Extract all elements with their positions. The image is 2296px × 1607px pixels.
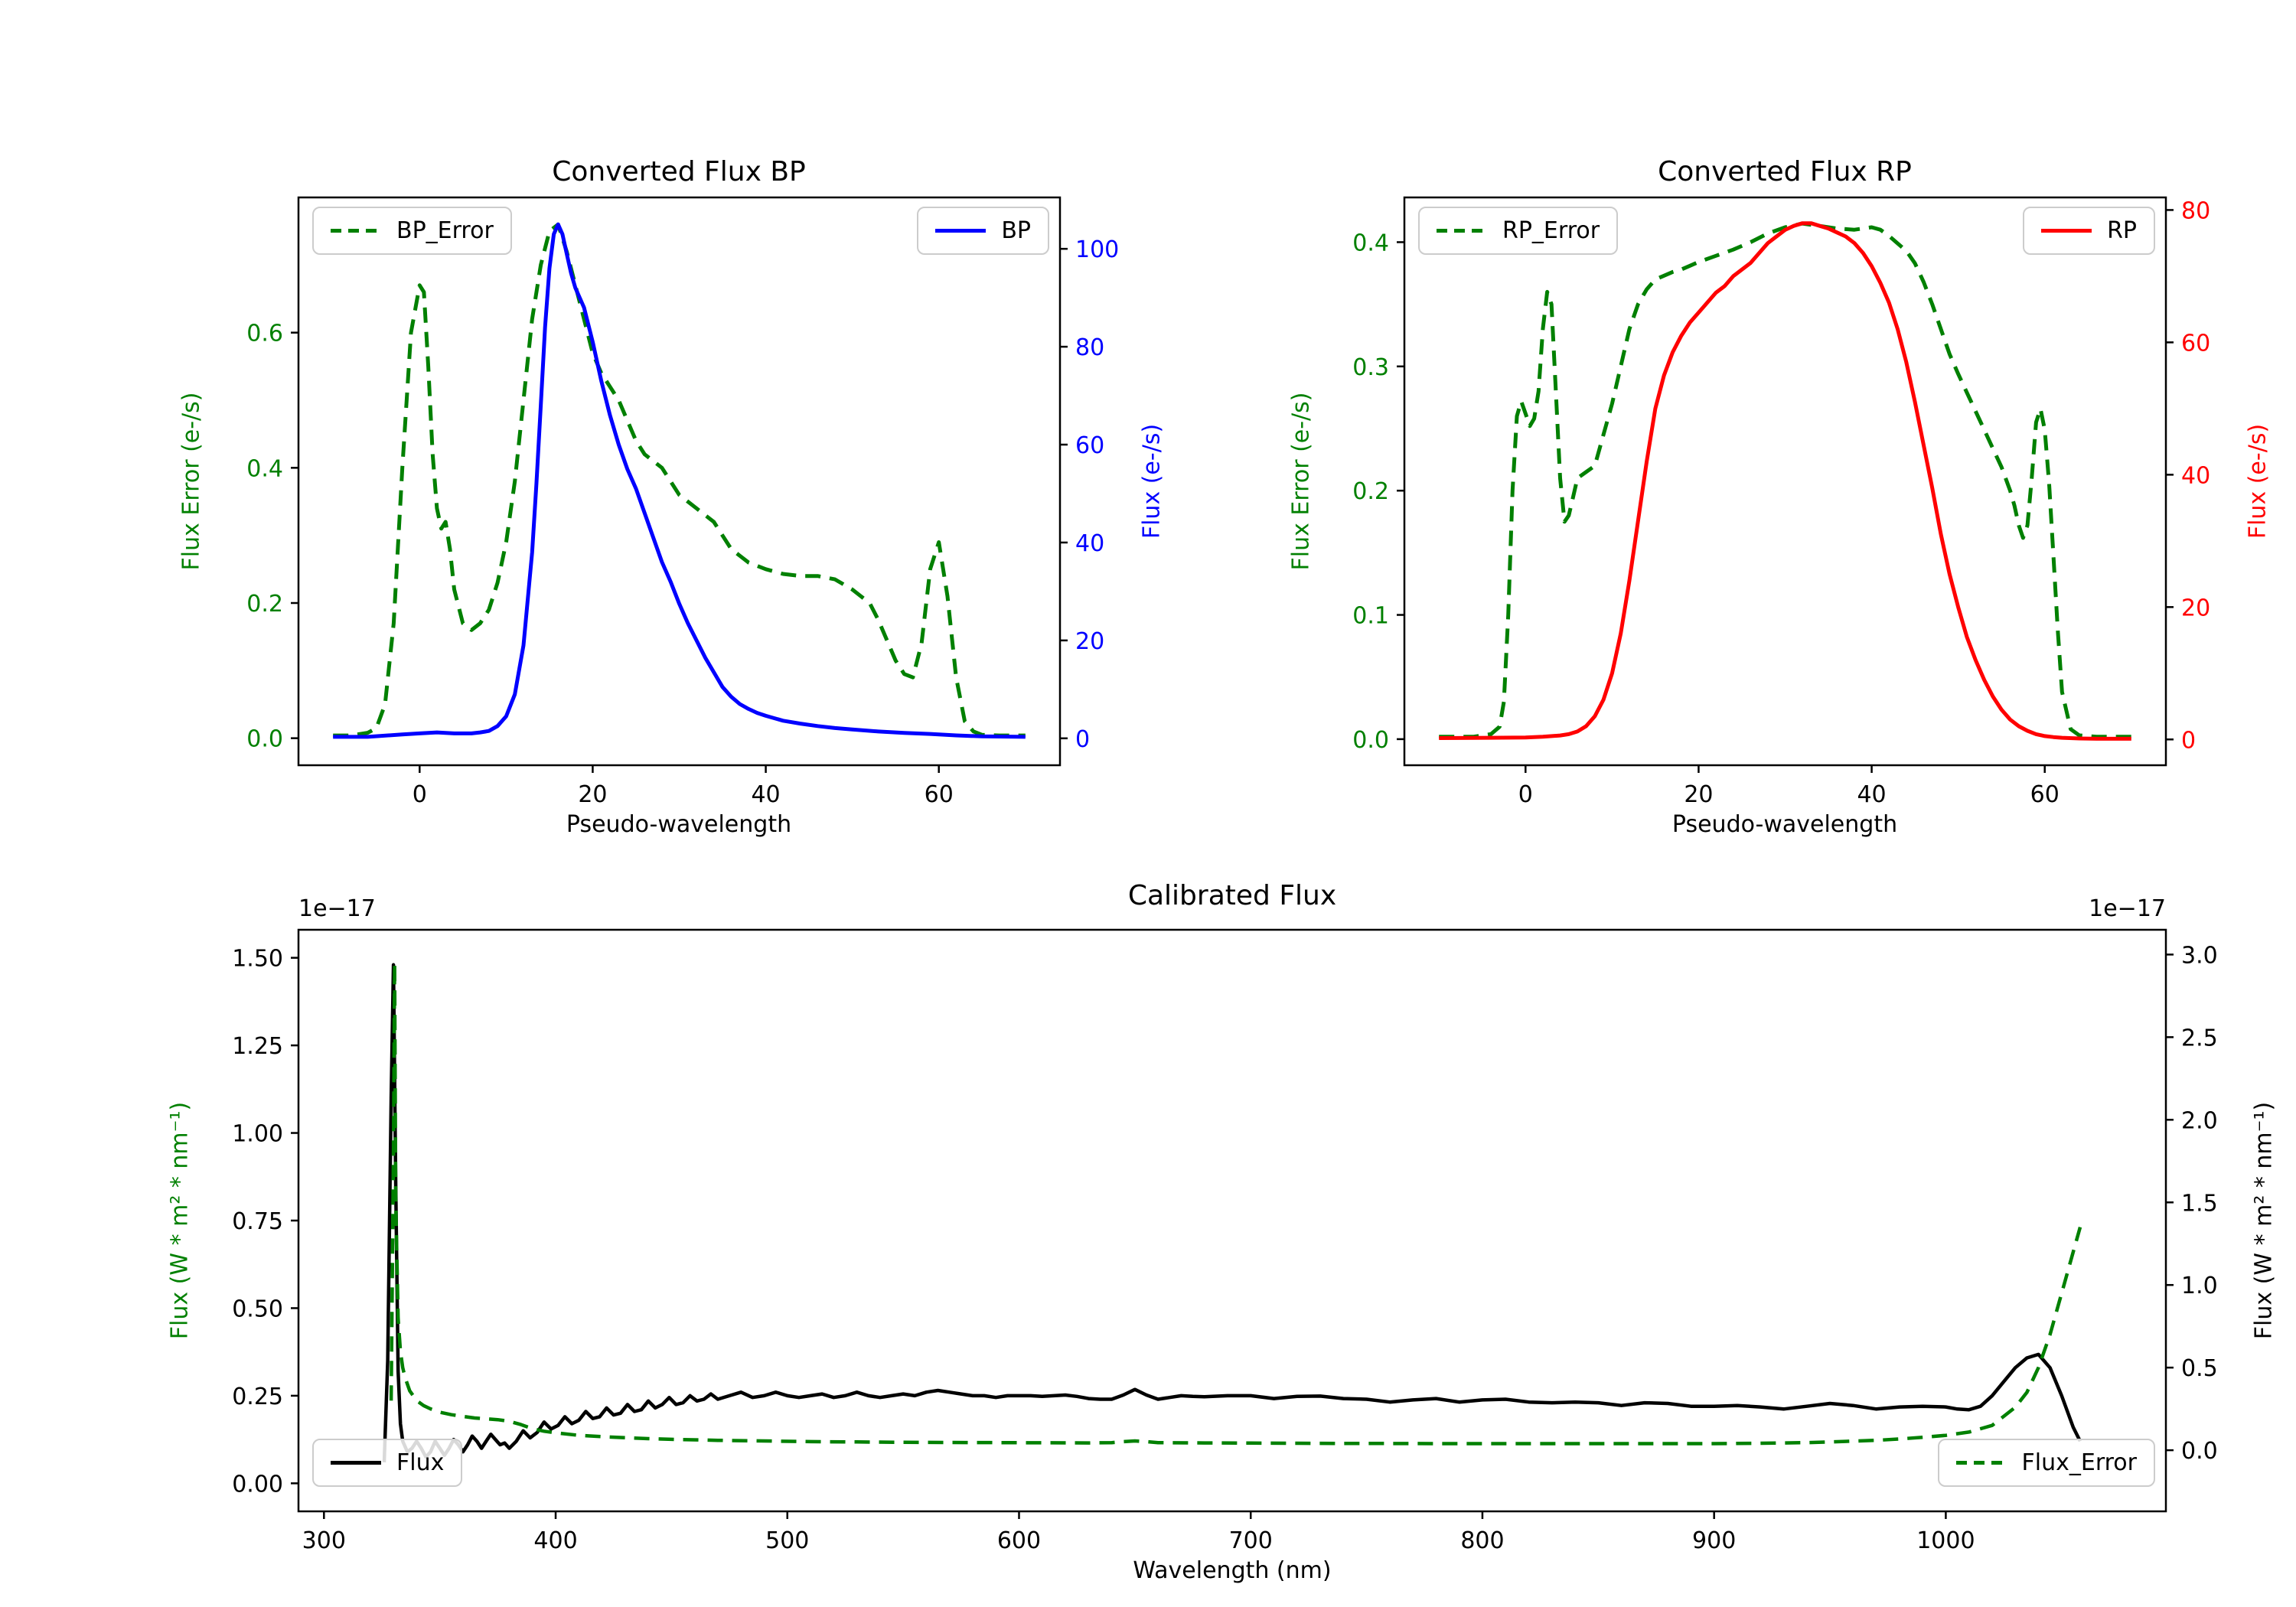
legend-flux-error: Flux_Error xyxy=(1937,1439,2155,1487)
yaxis-label-rp-flux: Flux (e-/s) xyxy=(2244,423,2272,539)
x-tick-label: 800 xyxy=(1460,1527,1504,1554)
x-tick-label: 1000 xyxy=(1916,1527,1975,1554)
legend-label: RP xyxy=(2107,217,2137,244)
y-tick-label: 0.0 xyxy=(1352,727,1389,754)
x-tick-label: 40 xyxy=(1857,781,1886,808)
chart-rp: 0 20 40 60 0.0 0.1 0.2 0.3 0.4 0 20 40 60 80 xyxy=(1352,196,2210,808)
y-tick-label: 0.2 xyxy=(1352,478,1389,505)
y-tick-label: 0 xyxy=(1075,726,1090,753)
xaxis-label-calibrated: Wavelength (nm) xyxy=(1133,1557,1332,1584)
offset-text-right: 1e−17 xyxy=(2089,895,2166,922)
legend-label: BP xyxy=(1001,217,1031,244)
y-tick-label: 80 xyxy=(1075,334,1104,361)
legend-line-dashed-green-icon xyxy=(1955,1461,2007,1465)
legend-line-solid-red-icon xyxy=(2041,229,2092,233)
chart-title-rp: Converted Flux RP xyxy=(1658,156,1912,187)
series-BP xyxy=(333,222,1026,739)
x-tick-label: 40 xyxy=(751,781,780,808)
y-tick-label: 1.00 xyxy=(232,1121,283,1148)
y-tick-label: 0.3 xyxy=(1352,354,1389,381)
y-tick-label: 0 xyxy=(2181,727,2196,754)
yaxis-label-cal-flux-left: Flux (W * m² * nm⁻¹) xyxy=(166,1101,194,1340)
y-tick-label: 1.50 xyxy=(232,946,283,973)
legend-label: BP_Error xyxy=(396,217,494,244)
x-tick-label: 0 xyxy=(413,781,427,808)
x-tick-label: 300 xyxy=(302,1527,346,1554)
y-tick-label: 1.0 xyxy=(2181,1273,2218,1299)
x-tick-label: 700 xyxy=(1229,1527,1273,1554)
chart-title-calibrated: Calibrated Flux xyxy=(1127,880,1337,911)
axes-frame xyxy=(297,196,1062,767)
y-tick-label: 3.0 xyxy=(2181,942,2218,969)
x-tick-label: 400 xyxy=(533,1527,577,1554)
y-tick-label: 0.25 xyxy=(232,1384,283,1410)
legend-line-solid-black-icon xyxy=(331,1461,381,1465)
x-tick-label: 900 xyxy=(1692,1527,1736,1554)
series-RP_Error xyxy=(1439,221,2131,739)
y-tick-label: 1.5 xyxy=(2181,1190,2218,1217)
yaxis-label-bp-error: Flux Error (e-/s) xyxy=(178,392,205,571)
x-tick-label: 600 xyxy=(997,1527,1041,1554)
series-Flux_Error xyxy=(389,960,2082,1446)
y-tick-label: 0.6 xyxy=(246,321,283,347)
yaxis-label-cal-flux-right: Flux (W * m² * nm⁻¹) xyxy=(2250,1101,2278,1340)
y-tick-label: 40 xyxy=(1075,530,1104,557)
series-RP xyxy=(1439,221,2131,741)
chart-calibrated: 300 400 500 600 700 800 900 1000 0.00 0.25 0.50 0.7… xyxy=(232,928,2218,1554)
legend-label: RP_Error xyxy=(1502,217,1600,244)
legend-line-dashed-green-icon xyxy=(331,229,381,233)
legend-bp-error: BP_Error xyxy=(312,207,512,255)
y-tick-label: 0.1 xyxy=(1352,603,1389,630)
y-tick-label: 0.2 xyxy=(246,591,283,618)
y-tick-label: 0.50 xyxy=(232,1296,283,1322)
x-tick-label: 20 xyxy=(578,781,607,808)
legend-flux: Flux xyxy=(312,1439,463,1487)
axes-frame xyxy=(1403,196,2167,767)
yaxis-label-bp-flux: Flux (e-/s) xyxy=(1138,423,1166,539)
x-tick-label: 20 xyxy=(1684,781,1713,808)
legend-line-solid-blue-icon xyxy=(935,229,987,233)
legend-bp: BP xyxy=(917,207,1049,255)
y-tick-label: 0.0 xyxy=(246,726,283,753)
y-tick-label: 1.25 xyxy=(232,1033,283,1060)
y-tick-label: 60 xyxy=(1075,432,1104,459)
legend-line-dashed-green-icon xyxy=(1437,229,1487,233)
y-tick-label: 0.00 xyxy=(232,1471,283,1498)
legend-rp-error: RP_Error xyxy=(1418,207,1619,255)
y-tick-label: 2.0 xyxy=(2181,1107,2218,1134)
legend-rp: RP xyxy=(2023,207,2155,255)
y-tick-label: 0.0 xyxy=(2181,1438,2218,1465)
chart-bp: 0 20 40 60 0.0 0.2 0.4 0.6 0 20 40 60 80 100 xyxy=(246,196,1119,808)
xaxis-label-bp: Pseudo-wavelength xyxy=(566,811,792,838)
axes-frame xyxy=(297,928,2167,1513)
y-tick-label: 20 xyxy=(2181,595,2210,621)
y-tick-label: 0.75 xyxy=(232,1208,283,1235)
yaxis-label-rp-error: Flux Error (e-/s) xyxy=(1287,392,1315,571)
offset-text-left: 1e−17 xyxy=(298,895,376,922)
y-tick-label: 2.5 xyxy=(2181,1025,2218,1051)
x-tick-label: 60 xyxy=(2030,781,2060,808)
chart-title-bp: Converted Flux BP xyxy=(552,156,806,187)
y-tick-label: 0.4 xyxy=(1352,230,1389,256)
y-tick-label: 80 xyxy=(2181,197,2210,224)
series-BP_Error xyxy=(333,222,1026,738)
y-tick-label: 0.4 xyxy=(246,455,283,482)
y-tick-label: 100 xyxy=(1075,236,1119,263)
y-tick-label: 40 xyxy=(2181,462,2210,489)
x-tick-label: 0 xyxy=(1518,781,1533,808)
y-tick-label: 60 xyxy=(2181,330,2210,357)
y-tick-label: 20 xyxy=(1075,628,1104,655)
x-tick-label: 60 xyxy=(925,781,954,808)
x-tick-label: 500 xyxy=(765,1527,809,1554)
xaxis-label-rp: Pseudo-wavelength xyxy=(1671,811,1898,838)
legend-label: Flux xyxy=(396,1449,445,1476)
series-Flux xyxy=(382,963,2082,1462)
y-tick-label: 0.5 xyxy=(2181,1355,2218,1382)
legend-label: Flux_Error xyxy=(2021,1449,2137,1476)
